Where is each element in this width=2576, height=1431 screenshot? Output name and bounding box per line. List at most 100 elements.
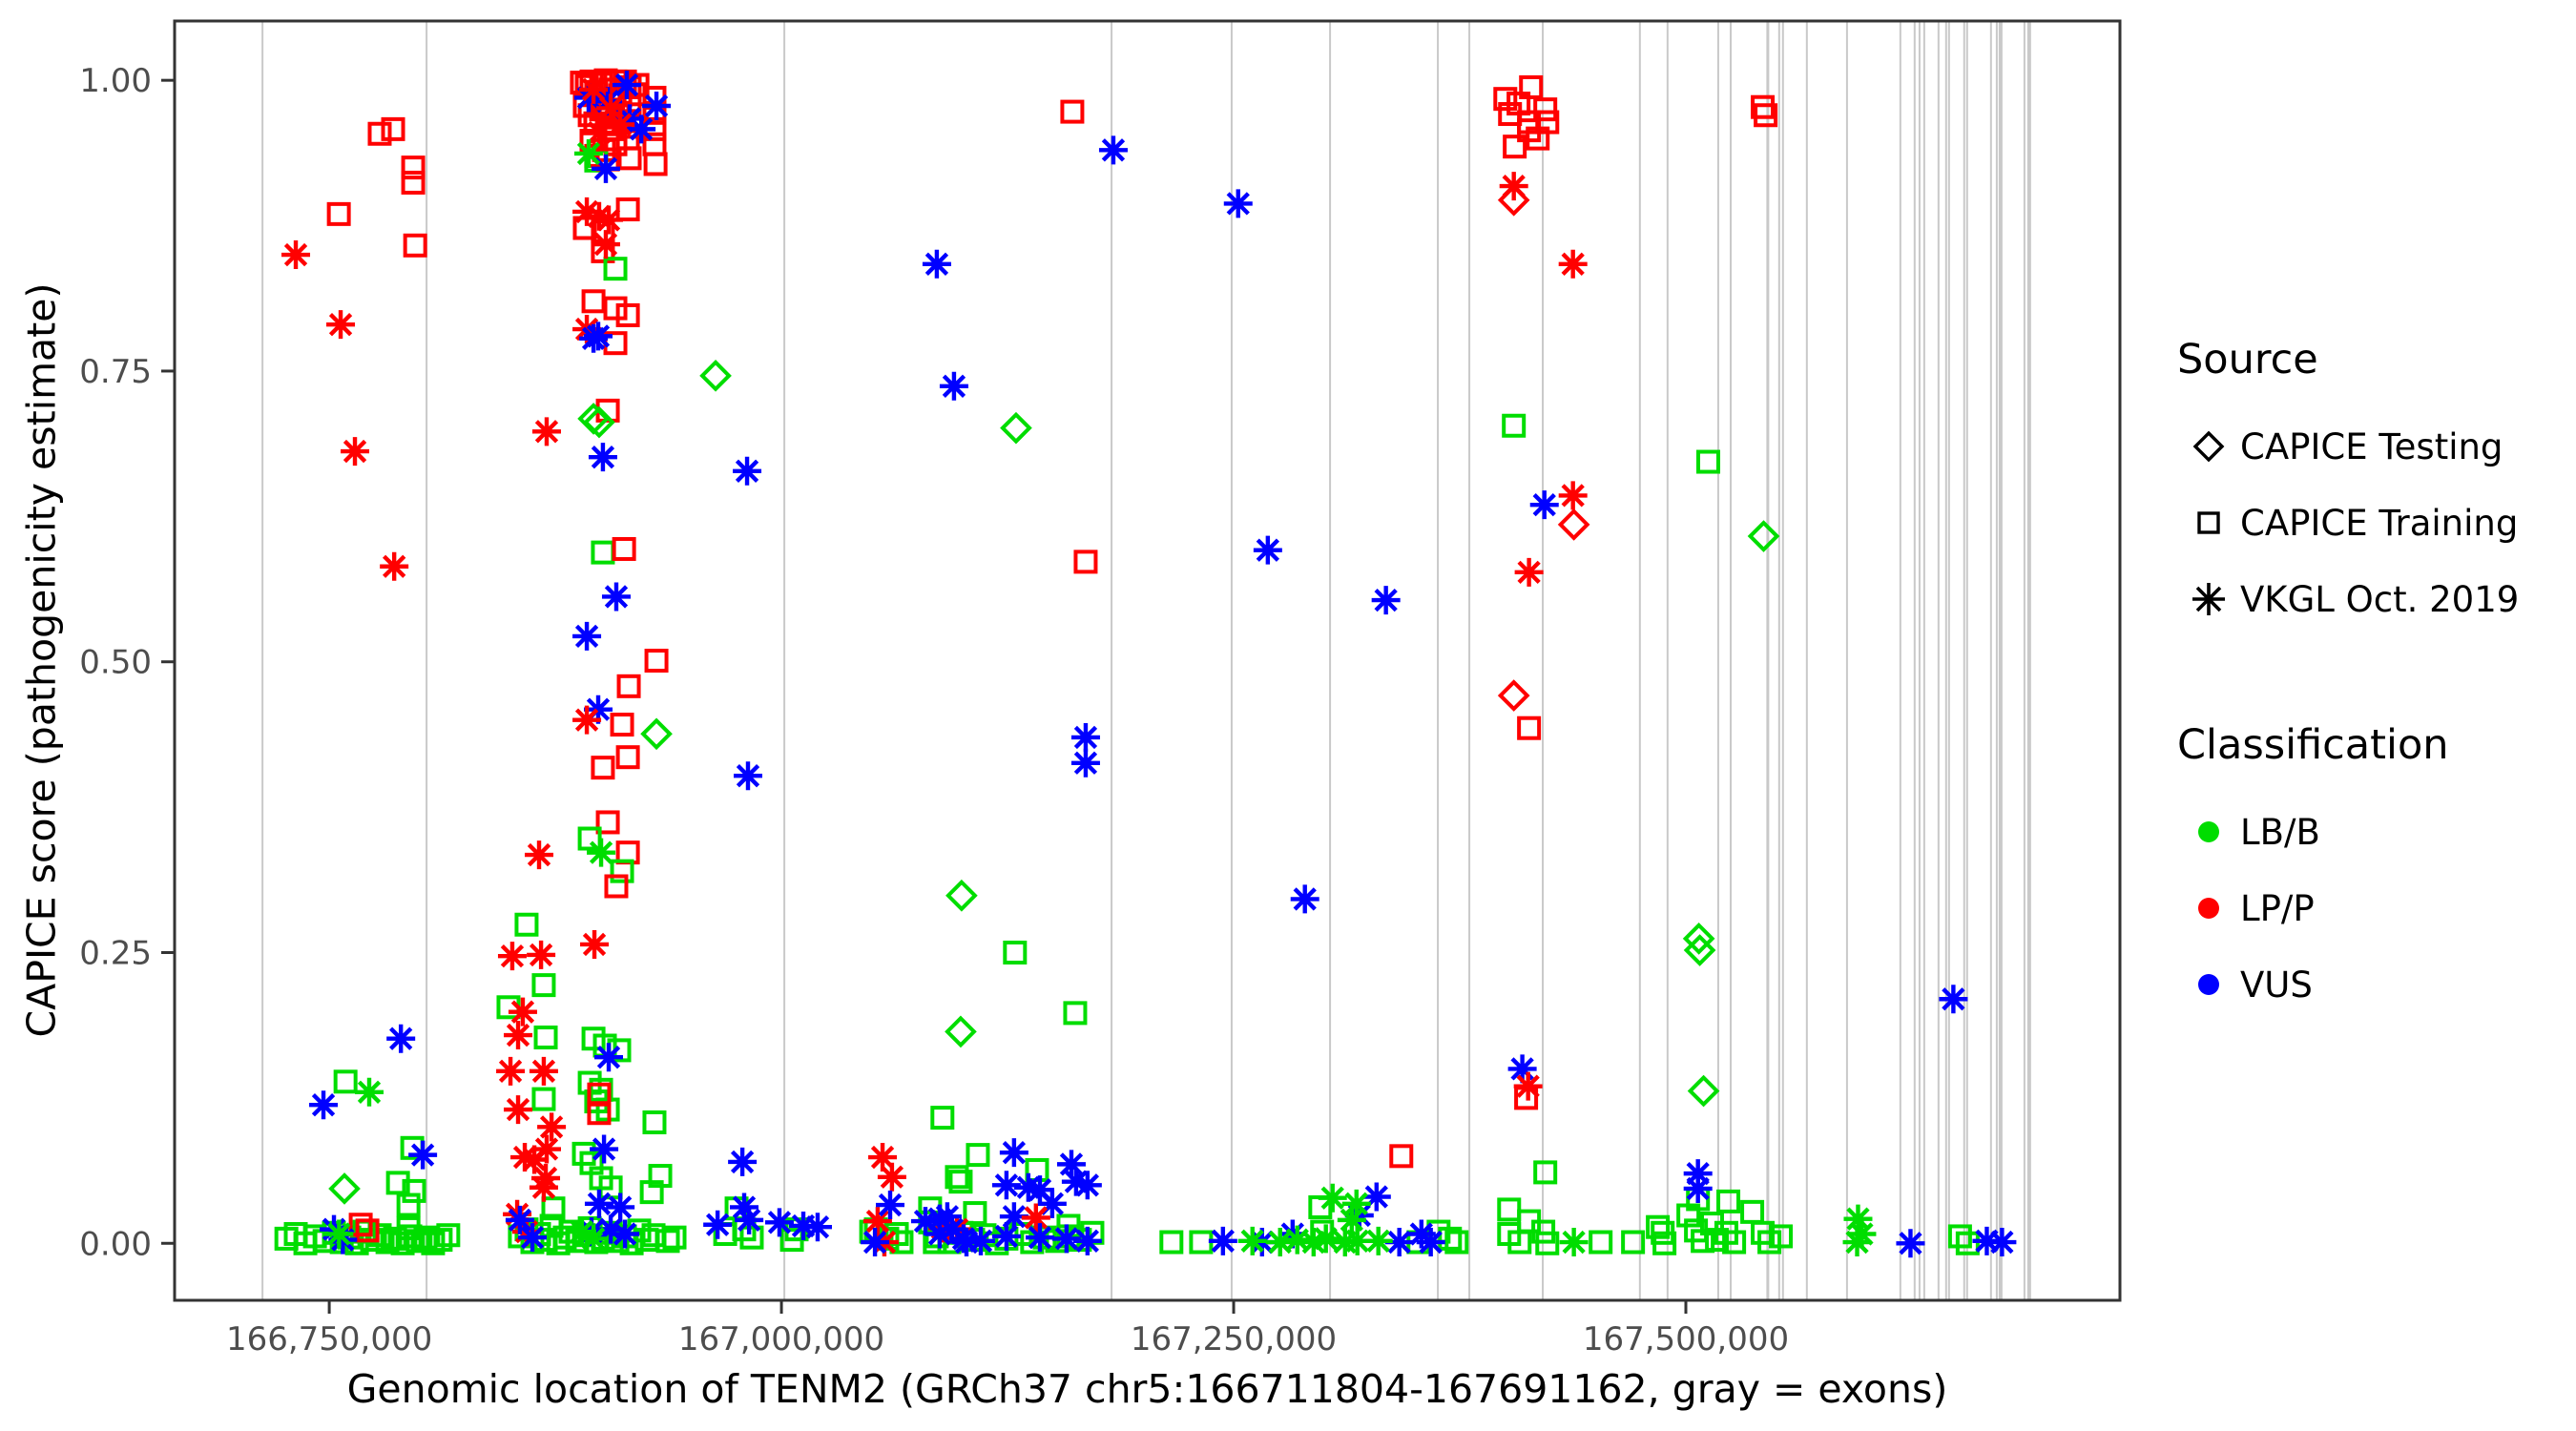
y-tick-label: 1.00 <box>79 62 152 100</box>
data-point <box>603 296 628 321</box>
data-point <box>1533 1160 1558 1185</box>
data-point <box>1189 1230 1214 1255</box>
data-point <box>367 121 392 146</box>
data-point <box>514 912 539 937</box>
data-point <box>1037 1189 1067 1218</box>
data-point <box>862 1207 892 1236</box>
data-point <box>326 310 356 340</box>
data-point <box>1843 1204 1873 1234</box>
data-point <box>1282 1225 1312 1255</box>
data-point <box>591 756 615 780</box>
data-point <box>531 1087 556 1111</box>
data-point <box>531 417 561 446</box>
data-point <box>1676 1203 1701 1228</box>
y-tick-label: 0.00 <box>79 1225 152 1263</box>
data-point <box>355 1218 380 1243</box>
data-point <box>611 1219 640 1249</box>
data-point <box>354 1077 384 1107</box>
data-point <box>1308 1194 1333 1219</box>
data-point <box>601 582 631 612</box>
data-point <box>945 879 978 912</box>
x-tick-label: 167,250,000 <box>1131 1320 1337 1358</box>
data-point <box>730 1192 759 1222</box>
data-point <box>527 940 556 969</box>
diamond-icon <box>2177 425 2240 467</box>
data-point <box>1070 722 1100 752</box>
data-point <box>802 1213 832 1242</box>
data-point <box>991 1171 1021 1200</box>
data-point <box>1558 249 1588 279</box>
data-point <box>386 1024 416 1053</box>
red-dot-icon <box>2177 887 2240 929</box>
data-point <box>1060 99 1085 124</box>
data-point <box>1683 934 1716 966</box>
data-point <box>403 233 427 258</box>
data-point <box>1722 1230 1747 1255</box>
data-point <box>655 1229 680 1254</box>
data-point <box>1013 1172 1043 1202</box>
data-point <box>1987 1228 2017 1257</box>
data-point <box>537 1112 567 1142</box>
data-point <box>567 1217 596 1247</box>
asterisk-icon <box>2177 576 2240 622</box>
data-point <box>413 1225 438 1250</box>
data-point <box>617 146 642 171</box>
data-point <box>948 1170 973 1194</box>
data-point <box>380 551 409 581</box>
data-point <box>932 1202 962 1232</box>
data-point <box>1747 520 1780 552</box>
data-point <box>1896 1229 1925 1258</box>
data-point <box>1955 1231 1980 1255</box>
data-point <box>1683 1159 1713 1189</box>
data-point <box>1514 557 1544 587</box>
data-point <box>1021 1203 1050 1233</box>
data-point <box>402 1178 426 1203</box>
data-point <box>1159 1230 1184 1255</box>
data-point <box>1253 535 1282 565</box>
data-point <box>1513 1071 1543 1101</box>
data-point <box>573 83 603 113</box>
legend-item-vkgl: VKGL Oct. 2019 <box>2177 561 2568 637</box>
data-point <box>948 1224 978 1254</box>
data-point <box>614 104 644 134</box>
data-point <box>945 1165 969 1190</box>
data-point <box>1361 1182 1391 1212</box>
data-point <box>612 71 641 100</box>
legend-item-capice-training: CAPICE Training <box>2177 485 2568 561</box>
data-point <box>1529 490 1559 520</box>
data-point <box>1683 1173 1713 1203</box>
data-point <box>1842 1228 1872 1257</box>
data-point <box>588 443 617 472</box>
legend-item-vus: VUS <box>2177 946 2568 1023</box>
data-point <box>1025 1223 1054 1253</box>
data-point <box>531 973 556 998</box>
data-point <box>764 1208 794 1237</box>
data-point <box>1363 1226 1393 1255</box>
data-point <box>1847 1219 1877 1249</box>
data-point <box>1384 1228 1414 1257</box>
data-point <box>642 91 672 120</box>
data-point <box>326 201 351 226</box>
data-point <box>595 810 620 835</box>
data-point <box>662 1225 687 1250</box>
data-point <box>520 1145 550 1174</box>
data-point <box>579 1224 609 1254</box>
data-point <box>1311 1224 1340 1254</box>
data-point <box>610 859 634 883</box>
data-point <box>1025 1175 1054 1205</box>
data-point <box>612 536 636 561</box>
data-point <box>587 838 616 867</box>
data-point <box>1497 1197 1522 1222</box>
data-point <box>428 1228 453 1253</box>
legend-item-label: CAPICE Training <box>2240 502 2519 544</box>
legend-item-capice-testing: CAPICE Testing <box>2177 408 2568 485</box>
data-point <box>1499 172 1528 201</box>
data-point <box>1497 679 1530 712</box>
data-point <box>1621 1230 1646 1255</box>
legend-classification-title: Classification <box>2177 721 2449 769</box>
data-point <box>1073 550 1098 574</box>
data-point <box>922 249 951 279</box>
data-point <box>966 1143 990 1168</box>
data-point <box>606 110 635 139</box>
